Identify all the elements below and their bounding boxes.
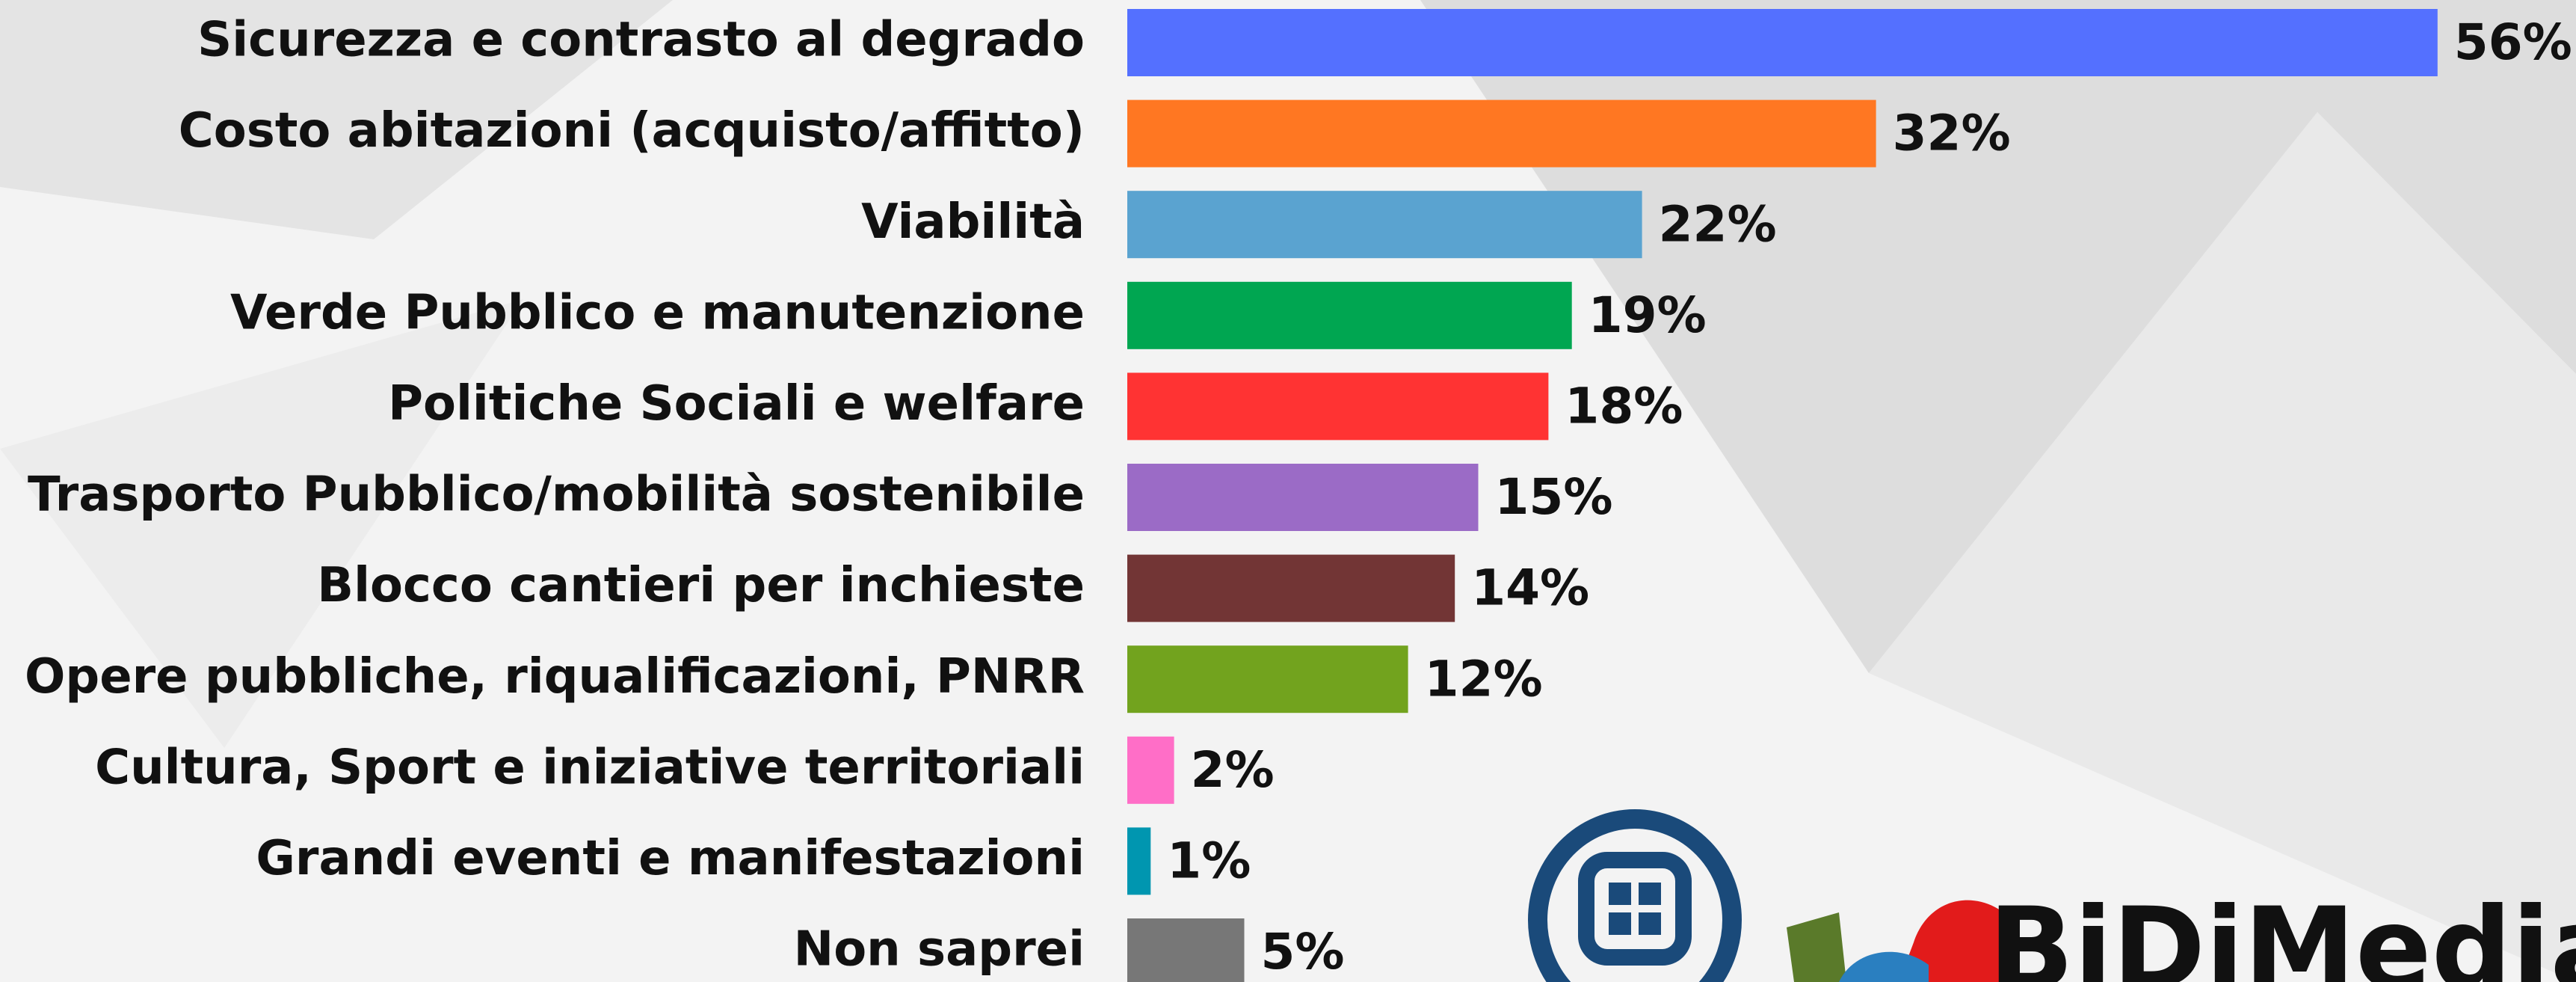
bar: [1127, 191, 1642, 259]
value-label: 5%: [1261, 923, 1345, 981]
logo-square: [1578, 852, 1692, 966]
logo-cell: [1639, 912, 1661, 935]
logo-cell: [1609, 883, 1631, 905]
logo-text: BiDiMedia: [1988, 884, 2576, 982]
bar: [1127, 372, 1549, 441]
value-label: 19%: [1589, 286, 1707, 344]
value-label: 22%: [1659, 195, 1777, 253]
bar: [1127, 827, 1151, 895]
category-label: Verde Pubblico e manutenzione: [230, 285, 1085, 340]
background-shape: [1420, 0, 2576, 673]
value-label: 56%: [2454, 13, 2572, 71]
category-label: Non saprei: [794, 922, 1085, 978]
bar: [1127, 99, 1876, 168]
value-label: 18%: [1565, 377, 1683, 435]
background-shape: [0, 299, 523, 748]
bar: [1127, 736, 1174, 804]
logo-bird: [1839, 951, 1929, 982]
category-label: Cultura, Sport e iniziative territoriali: [95, 740, 1085, 795]
logo-cell: [1639, 883, 1661, 905]
category-label: Viabilità: [861, 194, 1085, 250]
value-label: 1%: [1167, 832, 1251, 889]
value-label: 12%: [1425, 650, 1543, 708]
bar: [1127, 918, 1245, 982]
category-label: Grandi eventi e manifestazioni: [256, 831, 1085, 886]
bar: [1127, 645, 1408, 714]
bar: [1127, 464, 1479, 531]
bar: [1127, 554, 1455, 622]
bar: [1127, 281, 1572, 349]
category-label: Sicurezza e contrasto al degrado: [197, 13, 1085, 68]
logo-bird: [1787, 912, 1846, 982]
value-label: 15%: [1495, 468, 1613, 526]
category-label: Costo abitazioni (acquisto/affitto): [179, 103, 1085, 159]
value-label: 14%: [1471, 559, 1589, 617]
category-label: Opere pubbliche, riqualificazioni, PNRR: [25, 649, 1085, 705]
bar: [1127, 9, 2438, 76]
category-label: Politiche Sociali e welfare: [388, 376, 1085, 432]
category-label: Trasporto Pubblico/mobilità sostenibile: [28, 467, 1085, 523]
logo-bird: [1899, 900, 2011, 982]
category-label: Blocco cantieri per inchieste: [317, 558, 1085, 613]
logo-ring: [1528, 809, 1742, 982]
value-label: 32%: [1893, 105, 2011, 162]
value-label: 2%: [1191, 741, 1275, 799]
background-shape: [0, 0, 673, 239]
background-shape: [1869, 112, 2576, 982]
logo-cell: [1609, 912, 1631, 935]
logo: BiDiMedia: [1528, 809, 2576, 982]
